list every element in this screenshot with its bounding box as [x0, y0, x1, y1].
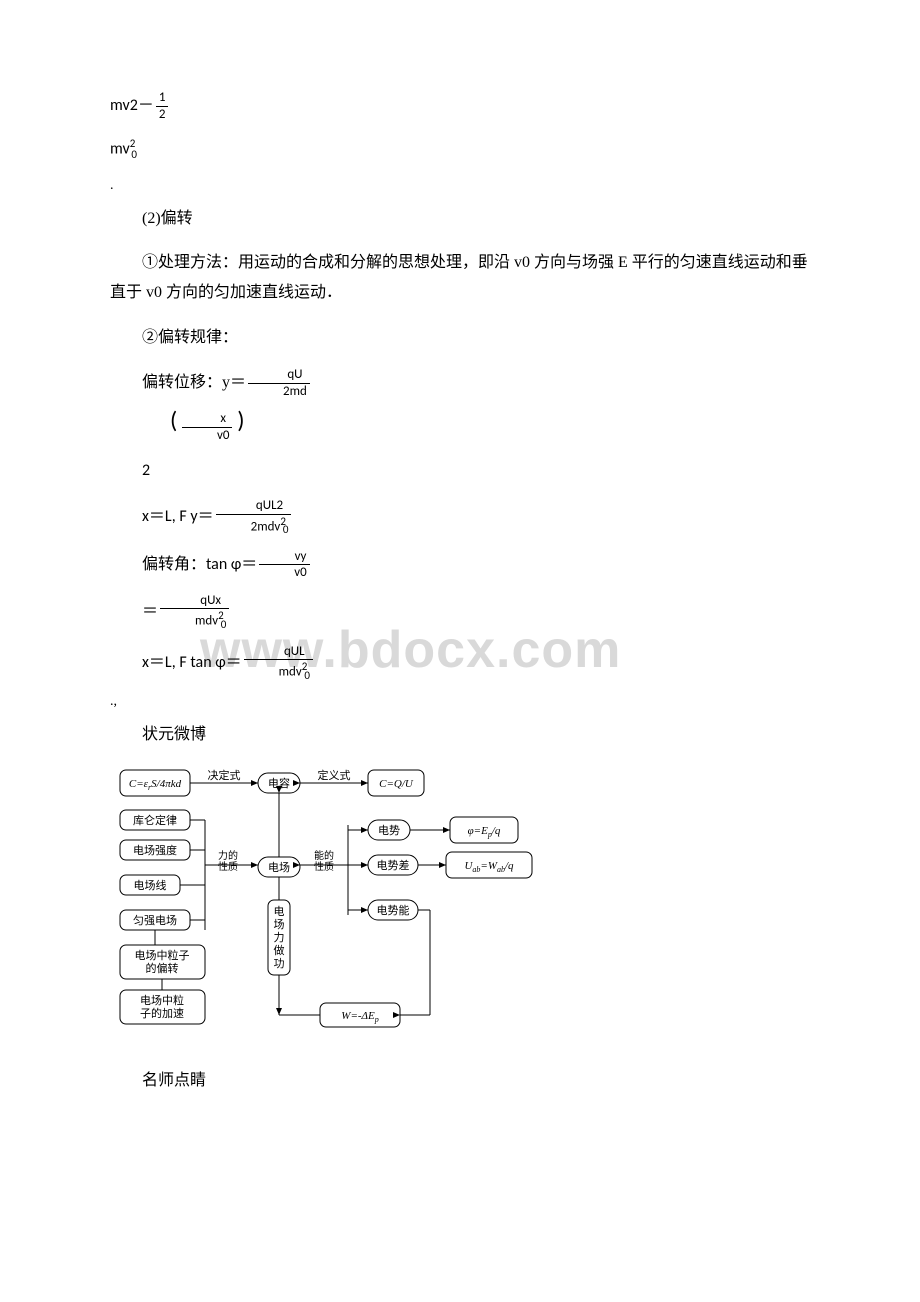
svg-text:力: 力	[274, 931, 285, 944]
diagram-svg: C=εrS/4πkd 决定式 电容 定义式 C=Q/U 库仑定律 电场强度	[110, 765, 550, 1045]
frac-xv0: xv0	[182, 411, 232, 443]
svg-text:电势能: 电势能	[377, 903, 410, 917]
svg-text:电容: 电容	[268, 776, 290, 790]
line-eq-qux: ＝qUxmdv20	[110, 593, 810, 632]
text-mv: mv	[110, 140, 130, 159]
svg-text:性质: 性质	[218, 860, 238, 873]
svg-text:C=Q/U: C=Q/U	[379, 778, 414, 790]
frac-den: v0	[182, 428, 232, 444]
dot-2: .,	[110, 694, 810, 710]
svg-text:能的: 能的	[314, 849, 334, 862]
frac-num: vy	[259, 549, 309, 566]
svg-text:子的加速: 子的加速	[140, 1006, 184, 1020]
frac-num: qUx	[160, 593, 229, 610]
frac-den: mdv20	[160, 609, 229, 631]
line-xv0: xv0	[110, 411, 810, 443]
svg-text:电场中粒子: 电场中粒子	[135, 948, 190, 962]
svg-text:电势差: 电势差	[377, 858, 410, 872]
svg-text:做: 做	[274, 943, 285, 957]
frac-den: 2	[156, 107, 169, 123]
para-method: ①处理方法：用运动的合成和分解的思想处理，即沿 v0 方向与场强 E 平行的匀速…	[110, 248, 810, 309]
frac-fy: qUL22mdv20	[216, 498, 292, 537]
frac-num: qUL	[244, 644, 313, 661]
formula-mv0: mv20	[110, 134, 810, 165]
svg-text:匀强电场: 匀强电场	[133, 913, 177, 927]
line-xl-fy: x＝L, F y＝qUL22mdv20	[110, 498, 810, 537]
text-tan: tan φ＝	[206, 554, 257, 573]
frac-num: 1	[156, 90, 169, 107]
svg-text:力的: 力的	[218, 849, 238, 862]
formula-mv2: mv2－12	[110, 90, 810, 122]
para-deflection: (2)偏转	[110, 204, 810, 234]
svg-text:性质: 性质	[314, 860, 334, 873]
bracket-xv0: xv0	[142, 411, 240, 443]
frac-num: qU	[248, 367, 310, 384]
label-displacement: 偏转位移：y＝	[142, 374, 246, 391]
frac-den: v0	[259, 565, 309, 581]
svg-text:C=εrS/4πkd: C=εrS/4πkd	[129, 778, 182, 792]
svg-text:电: 电	[274, 905, 285, 918]
document-content: mv2－12 mv20 . (2)偏转 ①处理方法：用运动的合成和分解的思想处理…	[110, 90, 810, 1096]
concept-diagram: C=εrS/4πkd 决定式 电容 定义式 C=Q/U 库仑定律 电场强度	[110, 765, 810, 1050]
text-eq: ＝	[142, 602, 158, 621]
svg-text:电场强度: 电场强度	[133, 843, 177, 857]
heading-mingshi: 名师点睛	[110, 1066, 810, 1096]
svg-text:定义式: 定义式	[318, 768, 351, 782]
sub-0: 0	[131, 148, 137, 161]
svg-text:的偏转: 的偏转	[146, 961, 179, 975]
frac-qul: qULmdv20	[244, 644, 313, 683]
frac-num: x	[182, 411, 232, 428]
svg-text:功: 功	[274, 957, 285, 970]
svg-text:W=-ΔEp: W=-ΔEp	[341, 1010, 378, 1024]
svg-text:场: 场	[274, 917, 285, 931]
line-xl-ftan: x＝L, F tan φ＝qULmdv20	[110, 644, 810, 683]
heading-weibo: 状元微博	[110, 720, 810, 750]
svg-text:Uab=Wab/q: Uab=Wab/q	[464, 860, 514, 874]
svg-text:电场中粒: 电场中粒	[140, 993, 184, 1007]
frac-y: qU2md	[248, 367, 310, 399]
line-angle: 偏转角：tan φ＝vyv0	[110, 549, 810, 581]
para-rules: ②偏转规律：	[110, 323, 810, 353]
svg-text:电势: 电势	[378, 824, 400, 837]
svg-text:电场: 电场	[268, 860, 290, 874]
svg-text:决定式: 决定式	[208, 768, 241, 782]
text-xl-ftan: x＝L, F tan φ＝	[142, 653, 242, 672]
line-two: 2	[110, 456, 810, 486]
frac-qux: qUxmdv20	[160, 593, 229, 632]
svg-text:电场线: 电场线	[134, 878, 167, 892]
dot-1: .	[110, 178, 810, 194]
frac-den: 2md	[248, 384, 310, 400]
svg-text:库仑定律: 库仑定律	[133, 813, 177, 827]
frac-num: qUL2	[216, 498, 292, 515]
text-xl-fy: x＝L, F y＝	[142, 507, 214, 526]
line-displacement: 偏转位移：y＝qU2md	[110, 367, 810, 399]
label-angle: 偏转角：	[142, 555, 206, 572]
svg-text:φ=Ep/q: φ=Ep/q	[468, 825, 501, 839]
text-mv2: mv2－	[110, 96, 154, 115]
frac-den: 2mdv20	[216, 515, 292, 537]
frac-vy: vyv0	[259, 549, 309, 581]
frac-den: mdv20	[244, 660, 313, 682]
frac-half: 12	[156, 90, 169, 122]
